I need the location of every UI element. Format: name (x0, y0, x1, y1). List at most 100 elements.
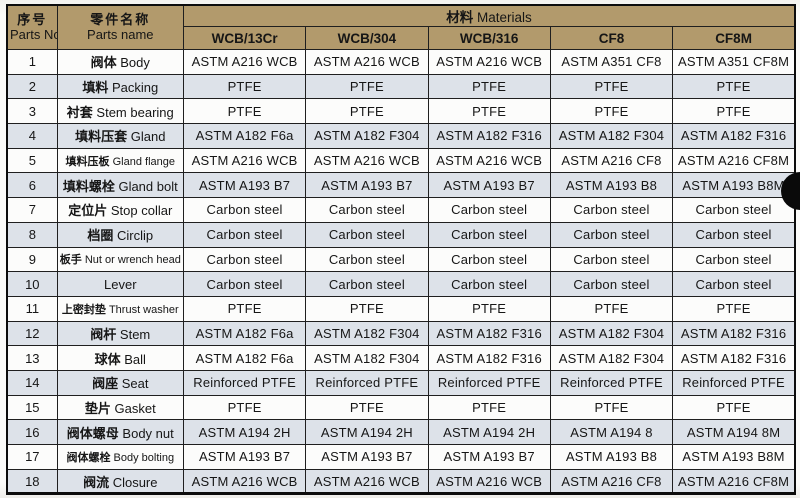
part-name-en: Gland (130, 129, 166, 145)
material-value-cell: ASTM A182 F6a (182, 123, 307, 149)
parts-name-label-zh: 零件名称 (90, 11, 151, 27)
part-name-zh: 定位片 (68, 203, 111, 219)
table-row: 3 衬套 Stem bearing PTFE PTFE PTFE PTFE PTFE (6, 98, 796, 125)
part-number-cell: 13 (6, 345, 58, 371)
header-row-top: 序号 Parts No. 零件名称 Parts name 材料 Material… (6, 4, 796, 50)
part-name-en: Stem (119, 326, 151, 342)
material-value-cell: PTFE (305, 73, 429, 100)
part-name-cell: 球体 Ball (56, 345, 184, 371)
table-row: 6 填料螺栓 Gland bolt ASTM A193 B7 ASTM A193 B7… (6, 172, 796, 199)
part-number-cell: 8 (6, 221, 58, 248)
part-number-cell: 4 (6, 123, 58, 149)
table-row: 13 球体 Ball ASTM A182 F6a ASTM A182 F304 ASTM… (6, 345, 796, 371)
material-value-cell: ASTM A194 2H (182, 419, 307, 445)
part-name-cell: 填料压套 Gland (56, 123, 184, 149)
header-row-material-grades: WCB/13Cr WCB/304 WCB/316 CF8 CF8M (7, 26, 796, 50)
material-value-cell: Carbon steel (182, 197, 307, 223)
material-value-cell: Carbon steel (182, 221, 307, 248)
material-value-cell: PTFE (427, 73, 551, 100)
material-value-cell: ASTM A216 WCB (427, 468, 551, 495)
material-value-cell: Carbon steel (427, 197, 551, 223)
part-number-cell: 16 (6, 419, 58, 445)
part-number-cell: 5 (6, 147, 58, 174)
part-number-cell: 6 (6, 172, 58, 199)
material-value-cell: ASTM A182 F316 (427, 320, 551, 347)
part-name-zh: 填料压套 (75, 129, 131, 145)
material-value-cell: ASTM A216 WCB (427, 49, 551, 75)
material-value-cell: Reinforced PTFE (182, 369, 307, 396)
part-name-zh: 板手 (59, 254, 85, 267)
part-name-cell: 阀杆 Stem (56, 320, 184, 347)
material-value-cell: Carbon steel (305, 271, 429, 297)
parts-no-label-zh: 序号 (17, 11, 48, 27)
material-value-cell: Reinforced PTFE (549, 369, 674, 396)
part-name-zh: 填料 (82, 80, 112, 96)
part-number-cell: 9 (6, 246, 58, 273)
material-value-cell: PTFE (549, 73, 674, 100)
part-name-en: Packing (111, 80, 159, 96)
material-column-header: WCB/304 (305, 26, 429, 50)
part-name-en: Ball (124, 351, 146, 367)
material-value-cell: PTFE (549, 98, 674, 125)
table-row: 1 阀体 Body ASTM A216 WCB ASTM A216 WCB ASTM A… (6, 49, 796, 75)
material-value-cell: Reinforced PTFE (305, 369, 429, 396)
material-column-header: WCB/13Cr (182, 26, 307, 50)
material-value-cell: ASTM A182 F316 (672, 123, 796, 149)
part-name-cell: Lever (56, 271, 184, 297)
material-value-cell: Carbon steel (305, 221, 429, 248)
part-name-zh: 阀座 (92, 376, 122, 392)
material-value-cell: ASTM A216 CF8 (549, 147, 674, 174)
material-column-header: WCB/316 (427, 26, 551, 50)
material-value-cell: PTFE (182, 98, 307, 125)
table-row: 12 阀杆 Stem ASTM A182 F6a ASTM A182 F304 ASTM… (6, 320, 796, 347)
material-value-cell: Carbon steel (427, 221, 551, 248)
part-name-en: Body nut (122, 425, 174, 441)
part-number-cell: 7 (6, 197, 58, 223)
material-value-cell: ASTM A193 B7 (305, 172, 429, 199)
materials-label-zh: 材料 (446, 10, 474, 25)
part-number-cell: 11 (6, 295, 58, 322)
table-row: 8 档圈 Circlip Carbon steel Carbon steel Carbo… (6, 221, 796, 248)
material-value-cell: PTFE (672, 73, 796, 100)
material-value-cell: PTFE (182, 295, 307, 322)
part-number-cell: 10 (6, 271, 58, 297)
col-header-parts-no: 序号 Parts No. (6, 4, 58, 50)
col-header-materials: 材料 Materials (182, 4, 796, 27)
parts-name-label-en: Parts name (87, 26, 154, 42)
material-value-cell: ASTM A182 F316 (672, 320, 796, 347)
material-value-cell: ASTM A193 B7 (182, 172, 307, 199)
materials-label-en: Materials (476, 10, 532, 25)
material-value-cell: PTFE (672, 295, 796, 322)
table-row: 15 垫片 Gasket PTFE PTFE PTFE PTFE PTFE (6, 394, 796, 421)
part-name-cell: 阀体螺母 Body nut (56, 419, 184, 445)
table-row: 5 填料压板 Gland flange ASTM A216 WCB ASTM A216… (6, 147, 796, 174)
col-header-parts-name: 零件名称 Parts name (56, 4, 184, 50)
part-name-en: Lever (104, 276, 137, 292)
material-value-cell: ASTM A194 8 (549, 419, 674, 445)
part-name-cell: 档圈 Circlip (56, 221, 184, 248)
parts-no-label-en: Parts No. (10, 26, 56, 42)
part-name-cell: 垫片 Gasket (56, 394, 184, 421)
material-value-cell: ASTM A194 2H (427, 419, 551, 445)
material-value-cell: Carbon steel (549, 246, 674, 273)
part-name-en: Stop collar (110, 203, 173, 219)
material-value-cell: ASTM A182 F304 (305, 123, 429, 149)
part-name-en: Nut or wrench head (84, 254, 181, 267)
table-body: 1 阀体 Body ASTM A216 WCB ASTM A216 WCB ASTM A… (6, 49, 796, 495)
part-name-en: Circlip (117, 228, 154, 244)
part-name-cell: 板手 Nut or wrench head (56, 246, 184, 273)
part-name-en: Gland flange (112, 155, 175, 168)
part-name-en: Stem bearing (96, 104, 174, 120)
material-value-cell: ASTM A193 B8 (549, 172, 674, 199)
material-value-cell: PTFE (672, 98, 796, 125)
table-row: 11 上密封垫 Thrust washer PTFE PTFE PTFE PTFE PTFE (6, 295, 796, 322)
material-value-cell: ASTM A216 CF8 (549, 468, 674, 495)
part-name-en: Body bolting (113, 451, 175, 464)
table-row: 14 阀座 Seat Reinforced PTFE Reinforced PTFE R… (6, 369, 796, 396)
part-name-en: Gasket (114, 400, 156, 416)
table-row: 17 阀体螺栓 Body bolting ASTM A193 B7 ASTM A193… (6, 444, 796, 470)
table-row: 2 填料 Packing PTFE PTFE PTFE PTFE PTFE (6, 73, 796, 100)
material-column-header: CF8 (549, 26, 674, 50)
material-value-cell: ASTM A216 WCB (182, 49, 307, 75)
